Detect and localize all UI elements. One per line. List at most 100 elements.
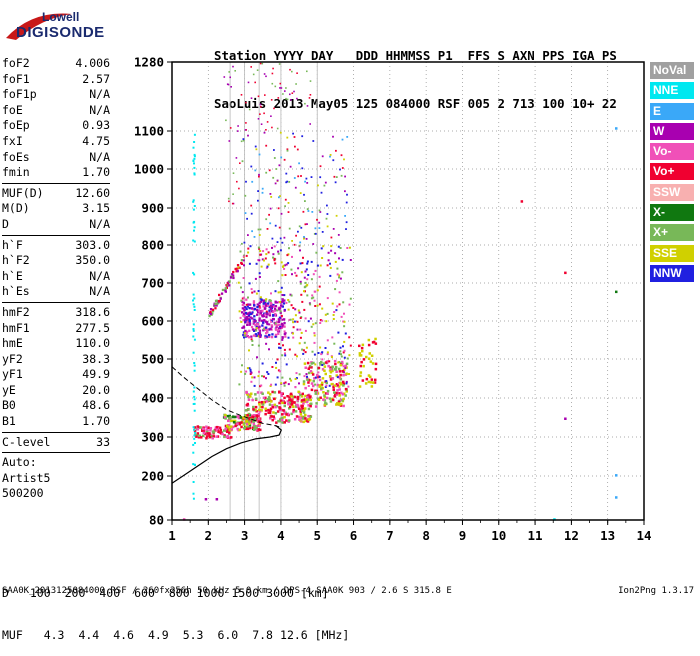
echo-point (265, 248, 268, 251)
echo-point (340, 391, 343, 395)
echo-point (289, 165, 292, 168)
echo-point (260, 123, 263, 125)
echo-point (281, 416, 284, 419)
echo-point (236, 270, 239, 273)
echo-point (242, 312, 246, 315)
echo-point (343, 312, 345, 315)
echo-point (303, 375, 306, 378)
echo-point (330, 245, 333, 248)
echo-point (272, 253, 275, 256)
echo-point (313, 332, 316, 335)
echo-point (267, 263, 270, 266)
distance-value: 3000 (266, 586, 294, 600)
version-label: Ion2Png 1.3.17 (618, 586, 694, 596)
x-tick-label: 4 (277, 528, 285, 543)
echo-point (271, 126, 273, 129)
echo-point (258, 332, 262, 335)
echo-point (322, 398, 325, 401)
echo-point (211, 430, 215, 433)
echo-point (320, 191, 323, 194)
echo-point (332, 318, 335, 320)
echo-point (243, 326, 246, 329)
echo-point (281, 298, 284, 301)
echo-point (281, 300, 283, 303)
echo-point (298, 418, 301, 421)
param-value: 38.3 (82, 351, 110, 366)
echo-point (300, 399, 304, 402)
echo-point (252, 322, 255, 325)
echo-point (331, 302, 334, 305)
echo-point (267, 408, 270, 412)
echo-point (336, 305, 339, 308)
echo-point (211, 309, 215, 313)
echo-point (339, 383, 343, 386)
echo-point (283, 401, 286, 405)
echo-point (273, 259, 276, 262)
x-tick-label: 11 (528, 528, 543, 543)
echo-point (261, 309, 264, 312)
echo-point (192, 335, 195, 338)
echo-point (247, 398, 251, 401)
echo-point (261, 187, 264, 190)
echo-point (248, 422, 251, 426)
echo-point (253, 329, 256, 332)
echo-point (225, 119, 227, 122)
echo-point (340, 402, 343, 406)
echo-point (278, 401, 281, 405)
echo-point (334, 366, 338, 369)
echo-point (205, 425, 208, 428)
echo-point (314, 392, 317, 395)
echo-point (335, 391, 338, 395)
echo-point (252, 73, 255, 76)
echo-point (297, 415, 301, 419)
param-value: 48.6 (82, 398, 110, 413)
echo-point (193, 434, 196, 437)
echo-point (308, 398, 311, 401)
param-row: yF1 49.9 (2, 367, 110, 383)
echo-point (248, 393, 252, 396)
echo-point (302, 420, 305, 424)
echo-point (339, 398, 343, 402)
echo-point (270, 292, 272, 295)
echo-point (274, 262, 277, 265)
echo-point (206, 429, 209, 432)
echo-point (313, 233, 316, 235)
echo-point (246, 393, 250, 396)
echo-point (365, 355, 368, 359)
echo-point (331, 398, 335, 402)
y-tick-label: 300 (141, 430, 164, 445)
distance-value: 1500 (231, 586, 260, 600)
param-label: foEp (2, 118, 30, 133)
echo-point (342, 382, 346, 386)
echo-point (243, 336, 245, 339)
echo-point (278, 370, 281, 373)
echo-point (315, 251, 318, 254)
echo-point (336, 267, 339, 270)
echo-point (263, 307, 266, 310)
echo-point (266, 302, 270, 305)
echo-point (272, 303, 275, 307)
echo-point (193, 369, 196, 372)
echo-point (343, 158, 345, 161)
echo-point (253, 304, 256, 307)
echo-point (258, 329, 262, 332)
echo-point (317, 366, 321, 370)
echo-point (192, 239, 195, 242)
echo-point (268, 309, 271, 312)
echo-point (299, 249, 301, 252)
muf-value: 7.8 (252, 628, 273, 642)
echo-point (253, 427, 256, 430)
legend-item: NNE (650, 82, 694, 100)
legend-item: W (650, 122, 694, 140)
echo-point (193, 157, 196, 160)
echo-point (326, 264, 329, 267)
echo-point (258, 173, 260, 176)
echo-point (215, 428, 219, 431)
echo-point (194, 433, 198, 436)
echo-point (257, 190, 259, 192)
echo-point (254, 323, 257, 327)
echo-point (283, 322, 286, 325)
echo-point (304, 285, 307, 288)
echo-point (267, 251, 270, 254)
echo-point (268, 328, 271, 331)
